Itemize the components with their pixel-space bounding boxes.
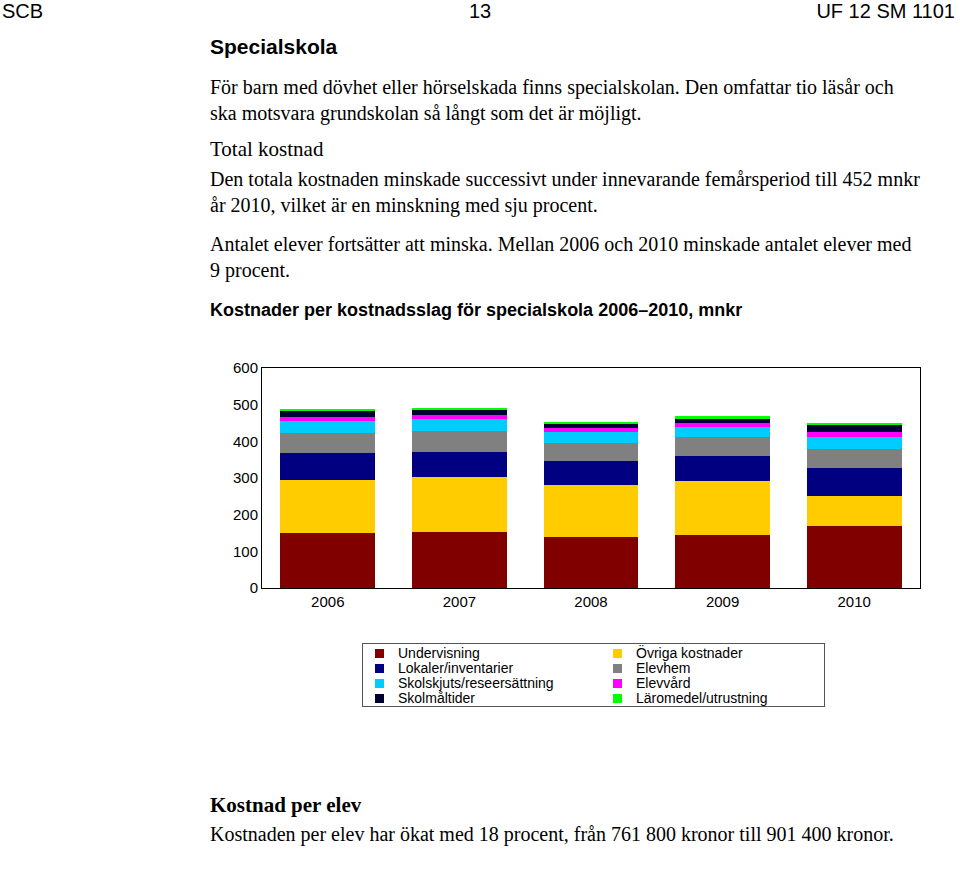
svg-text:2009: 2009 xyxy=(706,593,739,610)
html-text:Kostnaden per elev har ökat me: Kostnaden per elev har ökat med 18 proce… xyxy=(210,823,894,845)
html-text:Elevhem: Elevhem xyxy=(636,660,691,676)
svg-text:2010: 2010 xyxy=(838,593,871,610)
html-text:Lokaler/inventarier: Lokaler/inventarier xyxy=(398,660,514,676)
html-text:Kostnad per elev: Kostnad per elev xyxy=(210,793,362,817)
svg-text:Kostnader per kostnadsslag för: Kostnader per kostnadsslag för specialsk… xyxy=(210,300,742,320)
html-text:Total kostnad: Total kostnad xyxy=(210,137,324,161)
html-text:UF 12 SM 1101: UF 12 SM 1101 xyxy=(816,0,955,22)
svg-text:300: 300 xyxy=(233,469,258,486)
svg-text:2007: 2007 xyxy=(443,593,476,610)
svg-text:500: 500 xyxy=(233,396,258,413)
html-text:Skolmåltider: Skolmåltider xyxy=(398,690,475,706)
html-text:13: 13 xyxy=(468,0,492,22)
html-text:Undervisning: Undervisning xyxy=(398,645,480,661)
html-text:Övriga kostnader: Övriga kostnader xyxy=(636,645,743,661)
html-text:Läromedel/utrustning: Läromedel/utrustning xyxy=(636,690,768,706)
svg-text:0: 0 xyxy=(250,579,258,596)
svg-text:400: 400 xyxy=(233,433,258,450)
svg-text:600: 600 xyxy=(233,359,258,376)
svg-text:2008: 2008 xyxy=(574,593,607,610)
svg-text:2006: 2006 xyxy=(311,593,344,610)
html-text:För barn med dövhet eller hörs: För barn med dövhet eller hörselskada fi… xyxy=(210,76,894,124)
html-text:Den totala kostnaden minskade: Den totala kostnaden minskade successivt… xyxy=(210,168,920,216)
html-text:Antalet elever fortsätter att: Antalet elever fortsätter att minska. Me… xyxy=(210,233,912,281)
html-text:SCB: SCB xyxy=(2,0,44,22)
html-text:Specialskola: Specialskola xyxy=(210,35,338,58)
svg-text:100: 100 xyxy=(233,543,258,560)
svg-text:200: 200 xyxy=(233,506,258,523)
html-text:Elevvård: Elevvård xyxy=(636,675,691,691)
html-text:Skolskjuts/reseersättning: Skolskjuts/reseersättning xyxy=(398,675,554,691)
